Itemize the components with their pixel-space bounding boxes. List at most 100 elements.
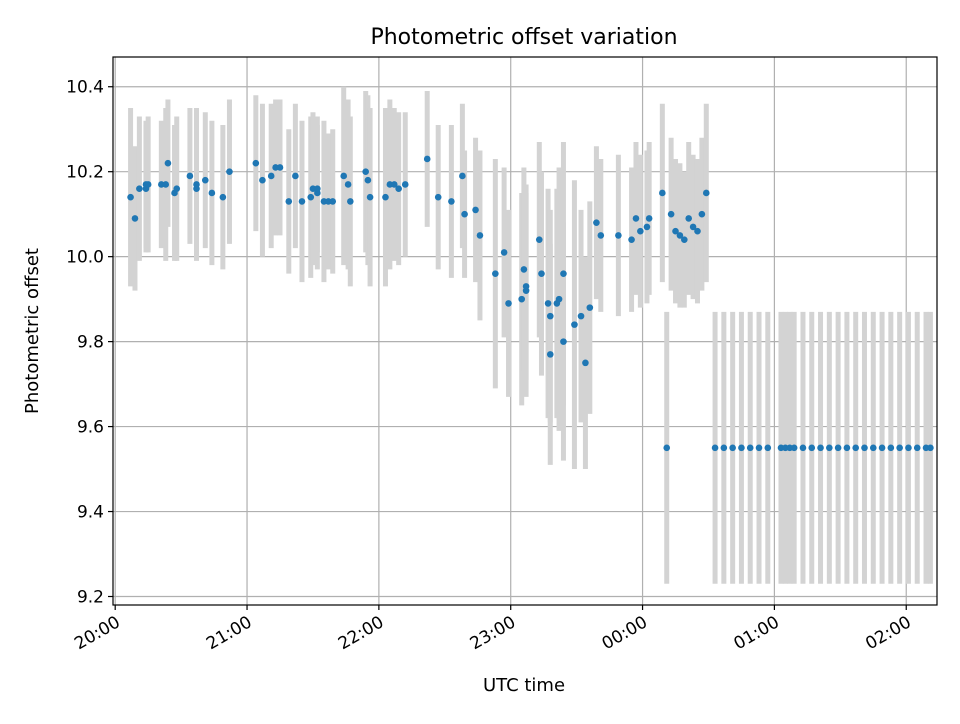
data-point bbox=[307, 193, 315, 201]
data-point bbox=[560, 338, 567, 345]
data-point bbox=[186, 172, 194, 180]
data-point bbox=[423, 155, 431, 163]
data-point bbox=[560, 270, 567, 277]
y-axis-ticks: 9.2 9.4 9.6 9.8 10.0 10.2 10.4 bbox=[66, 78, 113, 608]
y-tick-label: 10.0 bbox=[66, 248, 104, 268]
data-point bbox=[173, 185, 181, 192]
data-point bbox=[826, 444, 833, 452]
data-point bbox=[201, 176, 209, 184]
data-point bbox=[500, 249, 508, 256]
data-point bbox=[285, 198, 293, 205]
data-point bbox=[615, 232, 622, 239]
data-point bbox=[226, 168, 233, 175]
data-point bbox=[492, 270, 499, 277]
data-point bbox=[711, 444, 719, 452]
data-point bbox=[390, 181, 398, 188]
data-point bbox=[927, 444, 934, 452]
data-point bbox=[259, 176, 266, 184]
data-point bbox=[577, 312, 585, 320]
data-point bbox=[555, 295, 563, 303]
data-point bbox=[702, 189, 710, 197]
data-point bbox=[685, 215, 693, 222]
x-gridlines bbox=[114, 57, 907, 605]
data-point bbox=[546, 312, 554, 320]
data-point bbox=[843, 444, 851, 452]
data-point bbox=[676, 232, 684, 239]
data-point bbox=[382, 193, 389, 201]
data-point bbox=[136, 185, 143, 192]
data-point bbox=[252, 159, 260, 167]
data-point bbox=[208, 189, 216, 197]
data-point bbox=[364, 176, 372, 184]
data-point bbox=[905, 444, 912, 452]
y-tick-label: 10.2 bbox=[66, 163, 104, 183]
data-point bbox=[571, 321, 578, 328]
data-point bbox=[593, 219, 600, 226]
data-point bbox=[834, 444, 842, 452]
data-point bbox=[162, 181, 170, 188]
data-point bbox=[597, 232, 605, 239]
data-point bbox=[698, 210, 706, 218]
data-point bbox=[667, 210, 675, 218]
data-point bbox=[362, 168, 369, 175]
y-tick-label: 9.4 bbox=[77, 503, 104, 523]
plot-frame bbox=[112, 56, 938, 606]
data-point bbox=[448, 198, 455, 205]
data-point bbox=[314, 185, 321, 192]
data-point bbox=[344, 181, 352, 188]
data-point bbox=[645, 215, 653, 222]
data-point bbox=[347, 198, 354, 205]
data-point bbox=[729, 444, 736, 452]
data-point bbox=[164, 159, 172, 167]
data-point bbox=[276, 164, 284, 171]
data-point bbox=[472, 206, 479, 214]
data-point bbox=[913, 444, 921, 452]
data-point bbox=[476, 232, 484, 239]
data-point bbox=[366, 193, 374, 201]
data-point bbox=[746, 444, 754, 452]
data-point bbox=[896, 444, 903, 452]
data-point bbox=[459, 172, 466, 180]
data-point bbox=[461, 210, 468, 218]
data-point bbox=[329, 198, 337, 205]
data-point bbox=[395, 185, 402, 192]
data-point bbox=[738, 444, 745, 452]
data-point bbox=[689, 223, 697, 231]
data-point bbox=[878, 444, 886, 452]
data-point bbox=[852, 444, 859, 452]
data-point bbox=[637, 227, 644, 235]
data-point bbox=[292, 172, 299, 180]
y-tick-label: 9.6 bbox=[77, 418, 104, 438]
data-point bbox=[755, 444, 763, 452]
data-point bbox=[663, 444, 671, 452]
data-point bbox=[522, 283, 530, 290]
data-point bbox=[764, 444, 772, 452]
data-point bbox=[694, 227, 701, 235]
data-point bbox=[267, 172, 275, 180]
data-point bbox=[817, 444, 824, 452]
data-point bbox=[720, 444, 728, 452]
data-point bbox=[434, 193, 442, 201]
data-point bbox=[582, 359, 589, 367]
data-point bbox=[808, 444, 816, 452]
data-point bbox=[535, 236, 543, 243]
data-point bbox=[628, 236, 635, 243]
data-points bbox=[127, 155, 934, 452]
chart-title: Photometric offset variation bbox=[370, 25, 677, 50]
data-point bbox=[681, 236, 688, 243]
data-point bbox=[790, 444, 798, 452]
data-point bbox=[672, 227, 679, 235]
x-axis-label: UTC time bbox=[483, 675, 565, 696]
y-tick-label: 9.2 bbox=[77, 588, 104, 608]
data-point bbox=[887, 444, 895, 452]
data-point bbox=[518, 295, 526, 303]
data-point bbox=[219, 193, 227, 201]
data-point bbox=[544, 300, 552, 307]
y-axis-label: Photometric offset bbox=[22, 248, 43, 414]
data-point bbox=[401, 181, 409, 188]
data-point bbox=[340, 172, 348, 180]
data-point bbox=[193, 181, 200, 188]
data-point bbox=[799, 444, 807, 452]
